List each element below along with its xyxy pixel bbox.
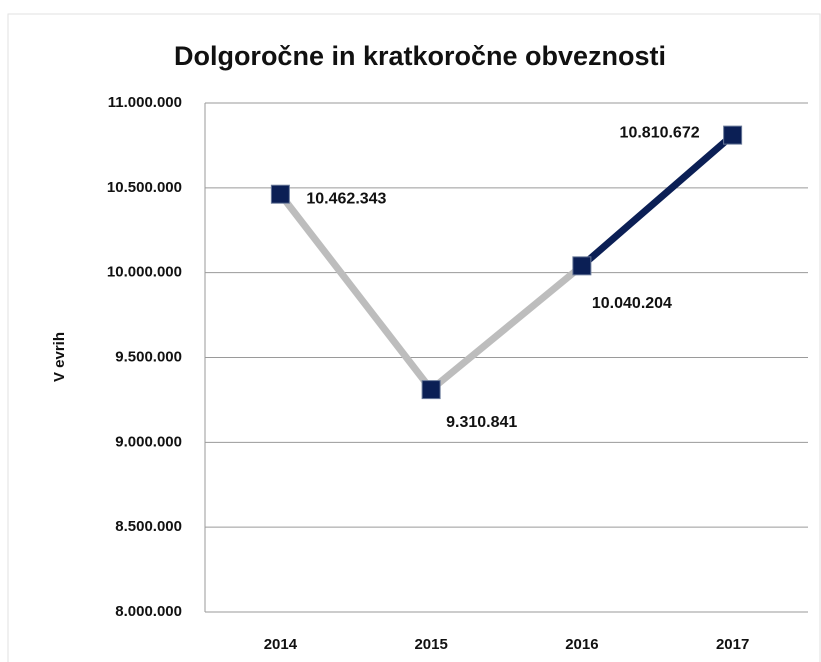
line-segment [428, 263, 585, 393]
marker [723, 125, 743, 145]
x-tick-label: 2015 [414, 636, 447, 653]
marker [270, 184, 290, 204]
x-tick-label: 2017 [716, 636, 749, 653]
marker [421, 380, 441, 400]
line-segment [579, 132, 735, 269]
marker [572, 256, 592, 276]
x-tick-label: 2014 [264, 636, 298, 653]
y-tick-label: 9.000.000 [115, 433, 182, 450]
y-tick-label: 9.500.000 [115, 348, 182, 365]
y-axis-label: V evrih [51, 332, 68, 382]
line-segment [277, 192, 434, 392]
y-tick-label: 10.500.000 [107, 179, 182, 196]
y-tick-label: 8.500.000 [115, 518, 182, 535]
data-label: 10.810.672 [620, 124, 700, 141]
x-tick-label: 2016 [565, 636, 598, 653]
data-label: 10.040.204 [592, 295, 672, 312]
chart-title: Dolgoročne in kratkoročne obveznosti [174, 41, 666, 71]
data-label: 10.462.343 [306, 190, 386, 207]
y-tick-label: 10.000.000 [107, 264, 182, 281]
chart-frame [7, 13, 821, 662]
y-tick-label: 8.000.000 [115, 603, 182, 620]
data-label: 9.310.841 [446, 414, 517, 431]
y-tick-label: 11.000.000 [108, 94, 182, 111]
